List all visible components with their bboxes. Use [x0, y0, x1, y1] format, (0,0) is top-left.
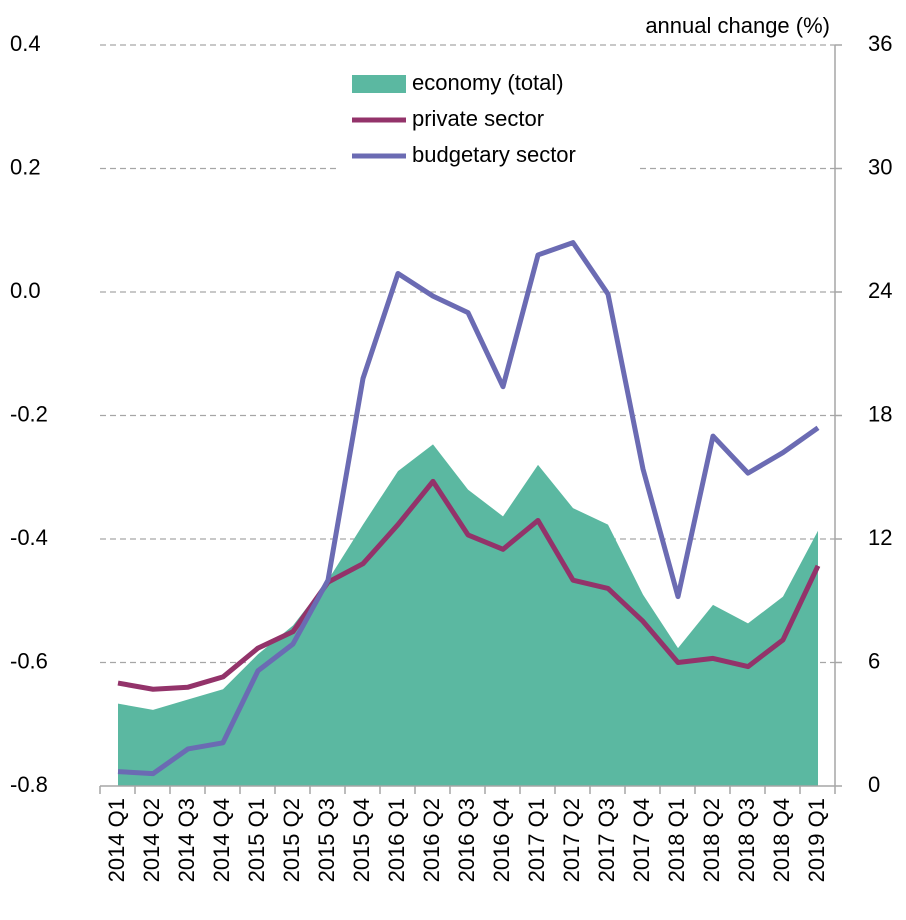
- line: [117, 240, 820, 777]
- x-tick-label: 2017 Q4: [629, 798, 654, 882]
- y2-tick-label: 36: [868, 31, 892, 56]
- x-tick-label: 2014 Q2: [139, 798, 164, 882]
- x-tick-label: 2017 Q2: [559, 798, 584, 882]
- x-tick-label: 2014 Q3: [174, 798, 199, 882]
- area: [118, 444, 818, 786]
- y-tick-label: -0.8: [10, 772, 48, 797]
- y-tick-label: -0.4: [10, 525, 48, 550]
- y2-tick-label: 24: [868, 278, 892, 303]
- x-tick-label: 2016 Q4: [489, 798, 514, 882]
- axis-annotation: annual change (%): [645, 13, 830, 38]
- x-tick-label: 2016 Q3: [454, 798, 479, 882]
- x-tick-label: 2015 Q3: [314, 798, 339, 882]
- x-tick-label: 2017 Q3: [594, 798, 619, 882]
- x-tick-label: 2015 Q4: [349, 798, 374, 882]
- y-tick-label: 0.2: [10, 154, 41, 179]
- y2-tick-label: 30: [868, 154, 892, 179]
- x-tick-label: 2015 Q1: [244, 798, 269, 882]
- legend-label: budgetary sector: [412, 142, 576, 167]
- legend: economy (total) private sector budgetary s…: [340, 62, 640, 172]
- x-tick-label: 2016 Q2: [419, 798, 444, 882]
- x-tick-label: 2017 Q1: [524, 798, 549, 882]
- legend-label: private sector: [412, 106, 544, 131]
- x-tick-label: 2015 Q2: [279, 798, 304, 882]
- x-tick-label: 2019 Q1: [804, 798, 829, 882]
- y-tick-label: 0.0: [10, 278, 41, 303]
- x-tick-label: 2014 Q1: [104, 798, 129, 882]
- y-tick-label: -0.6: [10, 648, 48, 673]
- x-tick-label: 2018 Q4: [769, 798, 794, 882]
- y2-tick-label: 12: [868, 525, 892, 550]
- x-tick-label: 2014 Q4: [209, 798, 234, 882]
- legend-swatch: [352, 75, 406, 93]
- y2-tick-label: 6: [868, 648, 880, 673]
- y-tick-label: -0.2: [10, 401, 48, 426]
- x-tick-label: 2018 Q3: [734, 798, 759, 882]
- x-tick-label: 2016 Q1: [384, 798, 409, 882]
- x-tick-label: 2018 Q1: [664, 798, 689, 882]
- legend-label: economy (total): [412, 70, 564, 95]
- x-tick-label: 2018 Q2: [699, 798, 724, 882]
- y2-tick-label: 0: [868, 772, 880, 797]
- line: [117, 478, 821, 692]
- y-tick-label: 0.4: [10, 31, 41, 56]
- y2-tick-label: 18: [868, 401, 892, 426]
